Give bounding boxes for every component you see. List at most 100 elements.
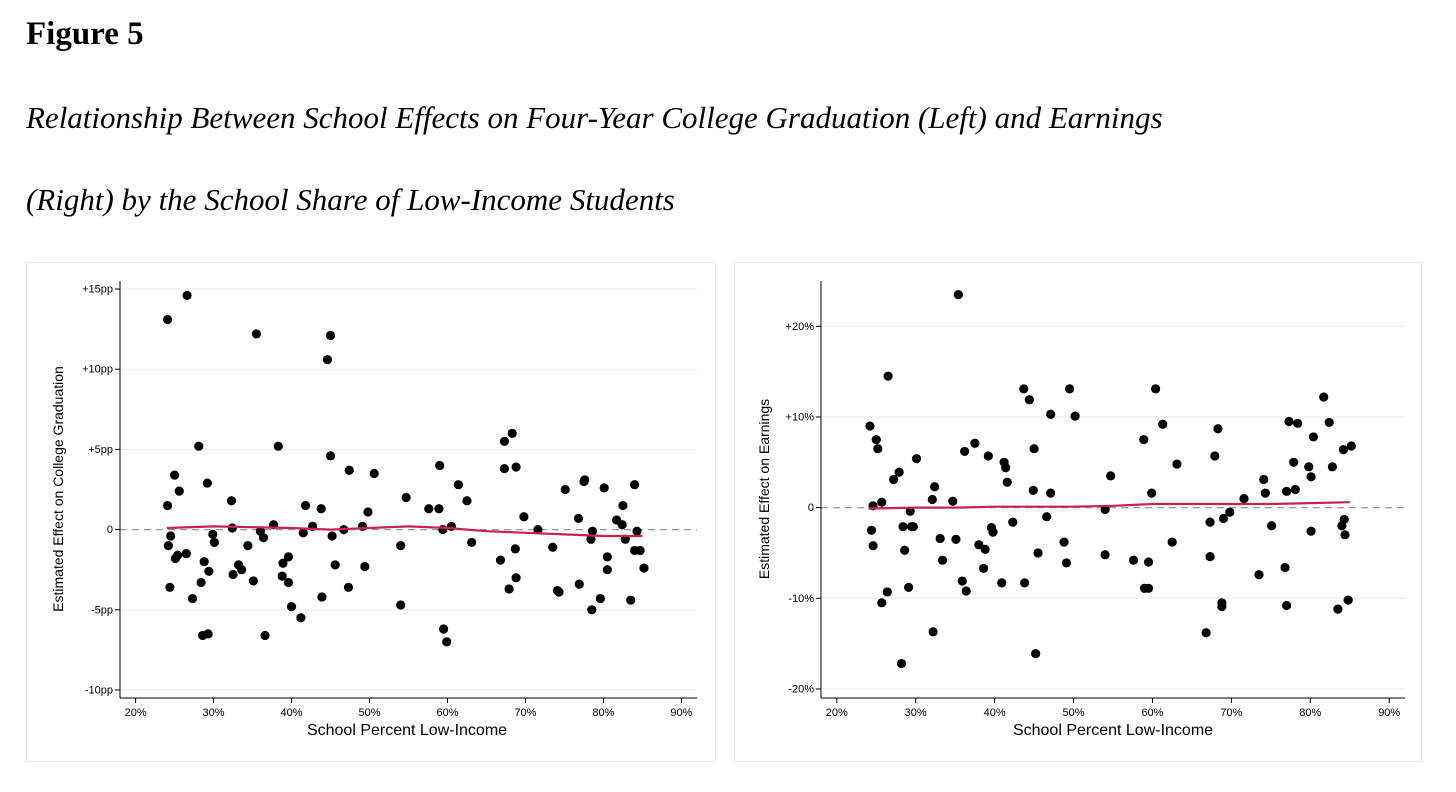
right-chart-data-point [1100,550,1110,560]
right-chart-data-point [877,598,887,608]
right-chart-data-point [1033,548,1043,558]
right-chart-data-point [882,587,892,597]
left-chart-data-point [296,613,306,623]
right-chart-data-point [988,527,998,537]
right-chart-data-point [1306,472,1316,482]
left-chart-data-point [511,462,521,472]
right-chart-data-point [911,454,922,464]
figure-caption-line-1: Relationship Between School Effects on F… [26,100,1163,135]
left-chart-fit-line [166,525,643,538]
left-chart-panel: -10pp -5pp 0 +5pp +10pp +15pp 20% 30% 40% 50% 60% 7… [26,262,716,762]
left-chart-data-point [327,531,337,541]
right-chart-data-point [930,482,940,492]
left-chart-data-point [283,552,294,562]
right-chart-y-tick-label: -20% [788,683,814,695]
left-chart-data-point [286,601,297,612]
right-chart-xlabel: School Percent Low-Income [1012,722,1214,739]
right-chart-data-point [1338,445,1349,455]
right-chart-data-point [1064,384,1075,394]
right-chart-x-tick-label: 20% [826,707,848,719]
right-chart-x-tick-label: 90% [1378,707,1400,719]
right-chart-data-point [1147,488,1157,498]
left-chart-data-point [194,441,204,451]
right-chart-data-point [1289,457,1299,467]
left-chart-data-point [504,584,514,594]
right-chart-data-point [1070,411,1080,421]
right-chart-data-point [1282,600,1292,611]
right-chart-data-point [1128,555,1139,565]
right-chart-data-point [1333,604,1343,614]
left-chart-data-point [519,512,529,522]
right-chart-data-point [865,421,875,431]
right-chart-data-point [1319,392,1329,402]
right-chart-svg: -20% -10% 0 +10% +20% 20% 30% 40% 50% 60% 70% 80% 90… [786,281,1405,719]
right-chart-data-point [1143,583,1154,593]
left-chart-data-point [251,329,262,339]
right-chart-data-point [1259,474,1269,485]
right-chart-data-point [900,545,910,555]
left-chart-data-point [599,483,609,493]
right-chart-fit-line [868,501,1350,510]
left-chart-data-point [602,565,612,575]
left-chart-data-point [209,537,219,548]
left-chart-data-point [199,557,209,567]
left-chart-data-point [595,593,605,604]
right-chart-data-point [1284,416,1294,427]
right-chart-data-point [1205,517,1215,527]
right-chart-data-point [1308,432,1319,442]
left-chart-data-point [187,593,198,604]
left-chart-data-point [560,484,570,495]
right-chart-data-point [1008,517,1018,527]
left-chart-data-point [181,549,191,559]
left-chart-data-point [507,428,517,438]
right-chart-data-point [889,474,899,485]
left-chart-data-point [357,521,368,531]
left-chart-data-point [278,558,288,568]
left-chart-data-point [317,592,327,602]
right-chart-data-point [1343,595,1353,605]
left-chart-data-point [369,468,379,479]
left-chart-data-point [203,629,213,639]
right-chart-data-point [1267,521,1277,531]
left-chart-x-tick-label: 80% [592,707,614,719]
right-chart-data-point [904,582,914,593]
right-chart-ylabel: Estimated Effect on Earnings [756,398,772,580]
left-chart-data-point [626,595,636,605]
left-chart-data-point [574,579,584,589]
right-chart-data-point [1024,395,1034,405]
left-chart-data-point [618,500,628,511]
right-chart-y-tick-label: +10% [786,411,815,423]
right-chart-data-point [1213,424,1223,434]
figure-label: Figure 5 [26,16,144,52]
right-chart-data-point [1327,462,1337,472]
right-chart-data-point [1031,648,1041,659]
right-chart-data-point [1324,417,1334,428]
right-chart-x-tick-label: 70% [1220,707,1242,719]
right-chart-x-tick-label: 30% [905,707,927,719]
left-chart-x-tick-label: 20% [125,707,147,719]
right-chart-data-point [1218,513,1229,524]
left-chart-data-point [360,561,370,572]
right-chart-data-point [868,541,878,551]
left-chart-data-point [435,460,445,471]
left-chart-data-point [196,577,206,588]
left-chart-x-tick-label: 70% [514,707,536,719]
left-chart-data-point [322,354,333,365]
right-chart-data-point [1020,578,1030,588]
right-chart-data-point [1304,462,1314,472]
right-chart-data-point [1158,419,1168,429]
left-chart-data-point [208,529,218,540]
left-chart-data-point [162,314,173,325]
right-chart-data-point [1100,504,1110,515]
left-chart-data-point [258,533,269,543]
left-chart-x-tick-label: 50% [358,707,380,719]
left-chart-data-point [510,544,520,554]
right-chart-data-point [1217,601,1227,612]
right-chart-data-point [905,506,915,516]
right-chart-data-point [871,435,881,445]
right-chart-x-tick-label: 80% [1299,707,1321,719]
left-chart-data-point [632,526,642,536]
right-chart-data-point [896,658,907,669]
right-chart-data-point [894,467,904,477]
right-chart-data-point [873,444,883,454]
